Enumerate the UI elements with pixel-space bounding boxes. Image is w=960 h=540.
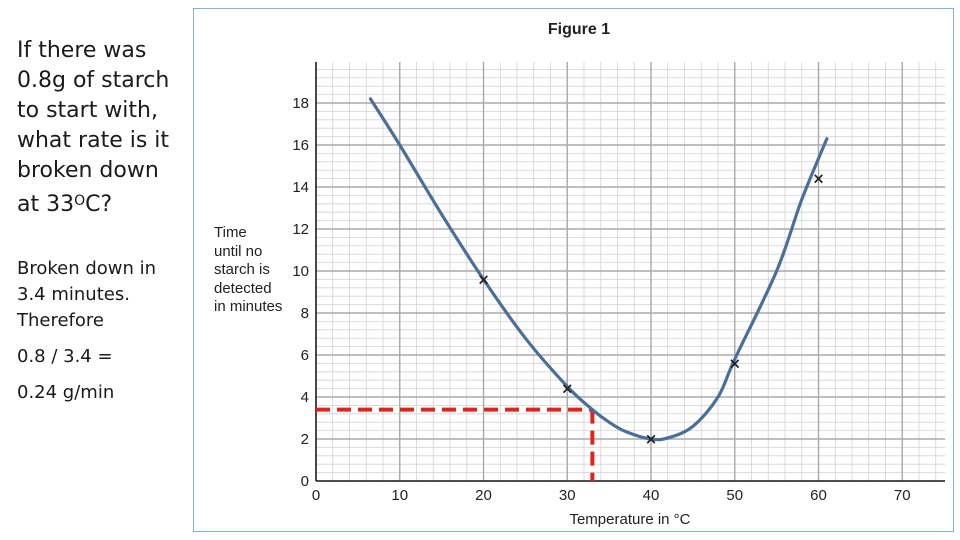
left-text-panel: If there was 0.8g of starch to start wit…	[17, 36, 187, 416]
y-tick-label: 6	[301, 347, 309, 364]
y-axis-label: Time until no starch is detected in minu…	[214, 224, 282, 317]
x-axis-label: Temperature in °C	[569, 511, 690, 528]
chart-title: Figure 1	[548, 21, 610, 38]
x-tick-label: 50	[726, 487, 743, 504]
curve-line	[368, 97, 829, 442]
x-tick-label: 40	[643, 487, 660, 504]
y-tick-label: 10	[292, 263, 309, 280]
x-tick-label: 60	[810, 487, 827, 504]
answer-text: Broken down in 3.4 minutes. Therefore 0.…	[17, 256, 187, 406]
data-point-marker: ×	[812, 170, 825, 188]
chart-grid	[315, 62, 945, 482]
x-tick-label: 30	[559, 487, 576, 504]
chart-ticks: 0 10 20 30 40 50 60 70 0 2 4 6 8 10 12 14 16 18	[292, 95, 910, 504]
answer-line-3: 0.24 g/min	[17, 382, 115, 403]
y-axis-label-line: until no	[214, 242, 263, 260]
x-tick-label: 20	[475, 487, 492, 504]
y-axis-label-line: detected	[214, 279, 272, 297]
y-tick-label: 8	[301, 305, 309, 322]
figure-panel	[193, 8, 954, 532]
y-tick-label: 0	[301, 473, 309, 490]
data-point-marker: ×	[728, 354, 741, 372]
y-tick-label: 18	[292, 95, 309, 112]
y-tick-label: 14	[292, 179, 309, 196]
y-tick-label: 2	[301, 431, 309, 448]
x-tick-label: 70	[894, 487, 911, 504]
answer-line-2: 0.8 / 3.4 =	[17, 346, 113, 367]
y-axis-label-line: starch is	[214, 261, 270, 278]
data-point-marker: ×	[645, 430, 658, 448]
answer-line-1: Broken down in 3.4 minutes. Therefore	[17, 258, 157, 331]
y-axis-label-line: Time	[214, 224, 247, 241]
data-point-marker: ×	[561, 380, 574, 398]
x-tick-label: 10	[391, 487, 408, 504]
chart-marks: × × × × ×	[316, 97, 829, 481]
question-text: If there was 0.8g of starch to start wit…	[17, 38, 170, 217]
y-tick-label: 12	[292, 221, 309, 238]
y-axis-label-line: in minutes	[214, 298, 283, 315]
data-point-marker: ×	[477, 270, 490, 288]
x-tick-label: 0	[312, 487, 320, 504]
y-tick-label: 16	[292, 137, 309, 154]
y-tick-label: 4	[301, 389, 309, 406]
degree-symbol: O	[74, 193, 86, 209]
